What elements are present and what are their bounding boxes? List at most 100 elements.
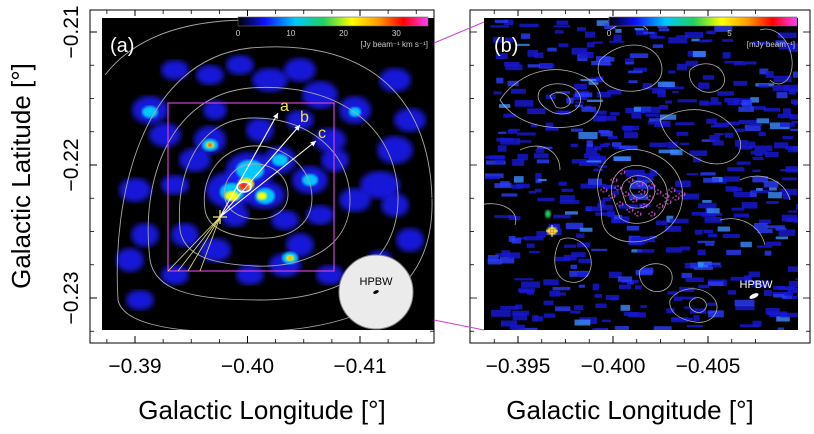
noise-pixel [612,219,621,223]
noise-pixel [612,190,619,195]
noise-pixel [521,281,541,288]
noise-pixel [706,302,716,306]
noise-pixel [623,312,640,316]
noise-pixel [707,281,724,286]
emission-clump-a [316,265,344,285]
maser-spot [630,197,638,203]
contour-line-a [203,145,313,239]
noise-pixel [787,148,798,153]
noise-pixel [585,206,603,211]
emission-clump-a [116,248,144,272]
colorbar-a-tick-label: 0 [236,29,241,38]
noise-pixel [752,176,769,183]
noise-pixel [752,156,764,161]
noise-pixel [684,306,691,309]
emission-clump-a [339,188,371,212]
noise-pixel [574,319,591,326]
noise-pixel [574,101,584,104]
noise-pixel [596,76,604,82]
contour-line-a [147,86,399,301]
noise-pixel [754,153,763,157]
noise-pixel [512,310,529,316]
noise-pixel [693,266,714,270]
noise-pixel [750,106,766,110]
noise-pixel [519,23,539,28]
noise-pixel [693,315,700,322]
noise-pixel [559,195,575,202]
noise-pixel [703,262,721,266]
noise-pixel [772,291,792,296]
noise-pixel [585,147,598,154]
noise-pixel [624,132,639,139]
emission-clump-a [381,193,409,217]
contour-line-a [224,163,289,220]
noise-pixel [611,216,630,224]
arrowhead-c [310,141,316,147]
noise-pixel [722,39,734,42]
noise-pixel [576,233,585,238]
noise-pixel [570,310,581,314]
noise-pixel [724,132,734,138]
noise-pixel [684,262,699,269]
zoom-connector-top [433,21,485,44]
noise-pixel [571,252,586,258]
noise-pixel [792,71,798,78]
noise-pixel [708,233,717,238]
noise-pixel [570,264,577,269]
maser-spot [654,189,662,195]
noise-pixel [603,56,615,62]
contour-line-b [689,63,725,93]
y-axis-title: Galactic Latitude [°] [6,63,36,289]
position-line [167,216,221,272]
noise-pixel [704,216,723,223]
noise-pixel [514,278,534,281]
noise-pixel [778,229,796,237]
emission-clump-a [246,118,274,142]
emission-peak-a [208,143,212,147]
noise-pixel [549,290,561,297]
noise-pixel [527,49,539,57]
colorbar-a-gradient [237,16,429,27]
noise-pixel [754,145,773,152]
noise-pixel [738,146,753,150]
noise-pixel [787,287,798,294]
noise-pixel [512,313,528,321]
noise-pixel [504,37,514,43]
noise-pixel [640,106,661,113]
noise-pixel [586,42,595,48]
emission-clump-a [196,65,224,85]
noise-pixel [672,90,679,94]
contour-line-a [104,19,251,76]
noise-pixel [698,203,717,209]
noise-pixel [604,142,611,146]
emission-clump-a [394,108,426,132]
noise-pixel [796,291,798,297]
noise-pixel [555,91,570,94]
zoom-connector-bottom [433,319,485,331]
noise-pixel [773,293,787,298]
noise-pixel [772,312,786,315]
x-tick-label-b: −0.400 [581,355,646,378]
maser-spot [608,193,616,199]
contour-line-b [629,181,649,199]
noise-pixel [706,208,720,214]
noise-pixel [536,159,550,164]
noise-pixel [570,143,579,148]
noise-pixel [763,290,772,297]
noise-pixel [553,25,571,28]
noise-pixel [578,284,585,288]
noise-pixel [703,229,714,234]
colorbar-a-unit: [Jy beam⁻¹ km s⁻¹] [360,40,428,49]
noise-pixel [607,210,615,217]
colorbar-a-tick-label: 30 [392,29,401,38]
maser-spot [626,207,634,213]
noise-pixel [618,284,632,290]
noise-pixel [686,173,699,176]
x-tick-label-a: −0.40 [221,355,274,378]
noise-pixel [516,132,536,136]
noise-pixel [633,179,652,183]
noise-pixel [591,248,608,251]
noise-pixel [776,316,790,322]
beam-label-b: HPBW [740,279,774,291]
